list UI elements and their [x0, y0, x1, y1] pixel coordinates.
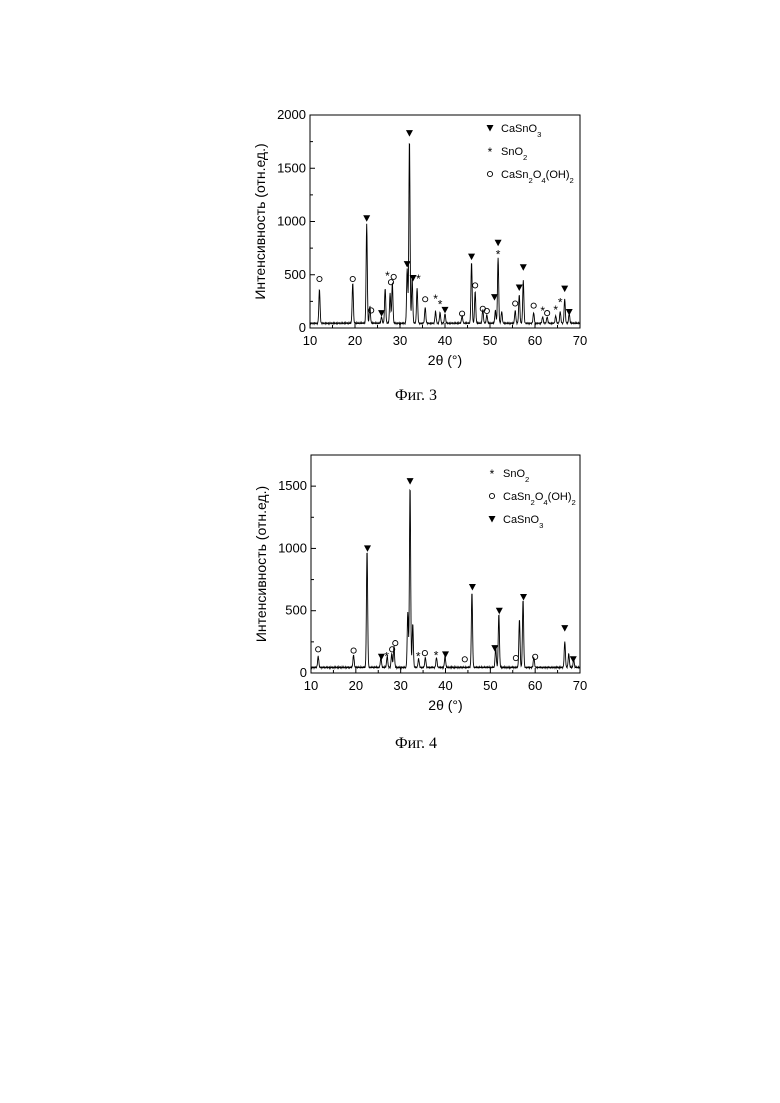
x-tick-label: 60 [528, 333, 542, 348]
x-tick-label: 10 [304, 678, 318, 693]
casn2o4oh2-marker [393, 641, 398, 646]
legend-casno3-symbol [487, 125, 494, 132]
x-tick-label: 50 [483, 333, 497, 348]
xrd-chart-4: 10 20 30 40 50 60 70 0 500 1000 1500 2θ (°) Интенсив… [0, 445, 780, 765]
casn2o4oh2-marker [317, 276, 322, 281]
x-tick-label: 30 [393, 333, 407, 348]
figure-3: 10 20 30 40 50 60 70 0 500 1000 1500 2000 2θ (°) Инте… [0, 100, 780, 420]
diffraction-line [311, 490, 580, 668]
xrd-chart-3: 10 20 30 40 50 60 70 0 500 1000 1500 2000 2θ (°) Инте… [0, 100, 780, 420]
legend-label: CaSn2O4(OH)2 [503, 491, 576, 507]
plot-frame [310, 115, 580, 328]
legend-label: SnO2 [503, 468, 529, 484]
x-tick-label: 60 [528, 678, 542, 693]
casn2o4oh2-marker [545, 310, 550, 315]
casn2o4oh2-marker [350, 276, 355, 281]
casn2o4oh2-marker [462, 657, 467, 662]
figure-caption: Фиг. 3 [0, 387, 780, 405]
casno3-marker [561, 625, 568, 632]
casno3-marker [520, 264, 527, 271]
casn2o4oh2-marker [533, 654, 538, 659]
casno3-marker [491, 645, 498, 652]
y-tick-label: 0 [300, 665, 307, 680]
y-tick-label: 500 [285, 603, 307, 618]
casno3-marker [364, 545, 371, 552]
x-tick-label: 50 [483, 678, 497, 693]
casno3-marker [520, 594, 527, 601]
legend-sno2-symbol: * [490, 467, 495, 481]
casn2o4oh2-marker [351, 648, 356, 653]
casno3-marker [406, 130, 413, 137]
sno2-marker: * [434, 648, 439, 662]
y-tick-label: 1000 [277, 214, 306, 229]
casno3-marker [566, 309, 573, 316]
y-axis-title: Интенсивность (отн.ед.) [253, 486, 269, 642]
figure-caption: Фиг. 4 [0, 735, 780, 753]
sno2-marker: * [416, 272, 421, 286]
x-axis-title: 2θ (°) [428, 697, 462, 713]
casno3-marker [442, 651, 449, 658]
y-tick-label: 0 [299, 320, 306, 335]
sno2-marker: * [438, 298, 443, 312]
y-tick-label: 1500 [277, 160, 306, 175]
casno3-marker [407, 478, 414, 485]
y-tick-label: 2000 [277, 107, 306, 122]
casno3-marker [570, 656, 577, 663]
x-tick-label: 40 [438, 333, 452, 348]
x-tick-label: 20 [349, 678, 363, 693]
sno2-marker: * [558, 295, 563, 309]
casno3-marker [561, 286, 568, 293]
casn2o4oh2-marker [316, 647, 321, 652]
casn2o4oh2-marker [513, 301, 518, 306]
legend-label: CaSnO3 [503, 514, 543, 530]
legend-casn2o4oh2-symbol [489, 493, 494, 498]
casno3-marker [496, 608, 503, 615]
y-tick-label: 1000 [278, 540, 307, 555]
sno2-marker: * [496, 247, 501, 261]
sno2-marker: * [540, 304, 545, 318]
legend-label: CaSnO3 [501, 123, 541, 139]
casn2o4oh2-marker [531, 303, 536, 308]
casn2o4oh2-marker [422, 650, 427, 655]
legend-label: SnO2 [501, 146, 527, 162]
casno3-marker [495, 240, 502, 247]
casno3-marker [468, 254, 475, 261]
x-tick-label: 70 [573, 333, 587, 348]
legend-sno2-symbol: * [488, 145, 493, 159]
y-tick-label: 500 [284, 267, 306, 282]
legend-label: CaSn2O4(OH)2 [501, 169, 574, 185]
casno3-marker [404, 261, 411, 268]
x-tick-label: 40 [438, 678, 452, 693]
plot-frame [311, 455, 580, 673]
x-tick-label: 70 [573, 678, 587, 693]
sno2-marker: * [384, 650, 389, 664]
figure-4: 10 20 30 40 50 60 70 0 500 1000 1500 2θ (°) Интенсив… [0, 445, 780, 765]
casn2o4oh2-marker [484, 308, 489, 313]
casno3-marker [363, 215, 370, 222]
casno3-marker [469, 584, 476, 591]
casn2o4oh2-marker [423, 297, 428, 302]
legend-casn2o4oh2-symbol [487, 171, 492, 176]
casn2o4oh2-marker [513, 655, 518, 660]
x-tick-label: 30 [393, 678, 407, 693]
casn2o4oh2-marker [473, 283, 478, 288]
y-tick-label: 1500 [278, 478, 307, 493]
casn2o4oh2-marker [391, 274, 396, 279]
casno3-marker [516, 285, 523, 292]
x-tick-label: 20 [348, 333, 362, 348]
x-axis-title: 2θ (°) [428, 352, 462, 368]
legend-casno3-symbol [489, 516, 496, 523]
sno2-marker: * [416, 650, 421, 664]
x-tick-label: 10 [303, 333, 317, 348]
casno3-marker [442, 307, 449, 314]
y-axis-title: Интенсивность (отн.ед.) [252, 143, 268, 299]
